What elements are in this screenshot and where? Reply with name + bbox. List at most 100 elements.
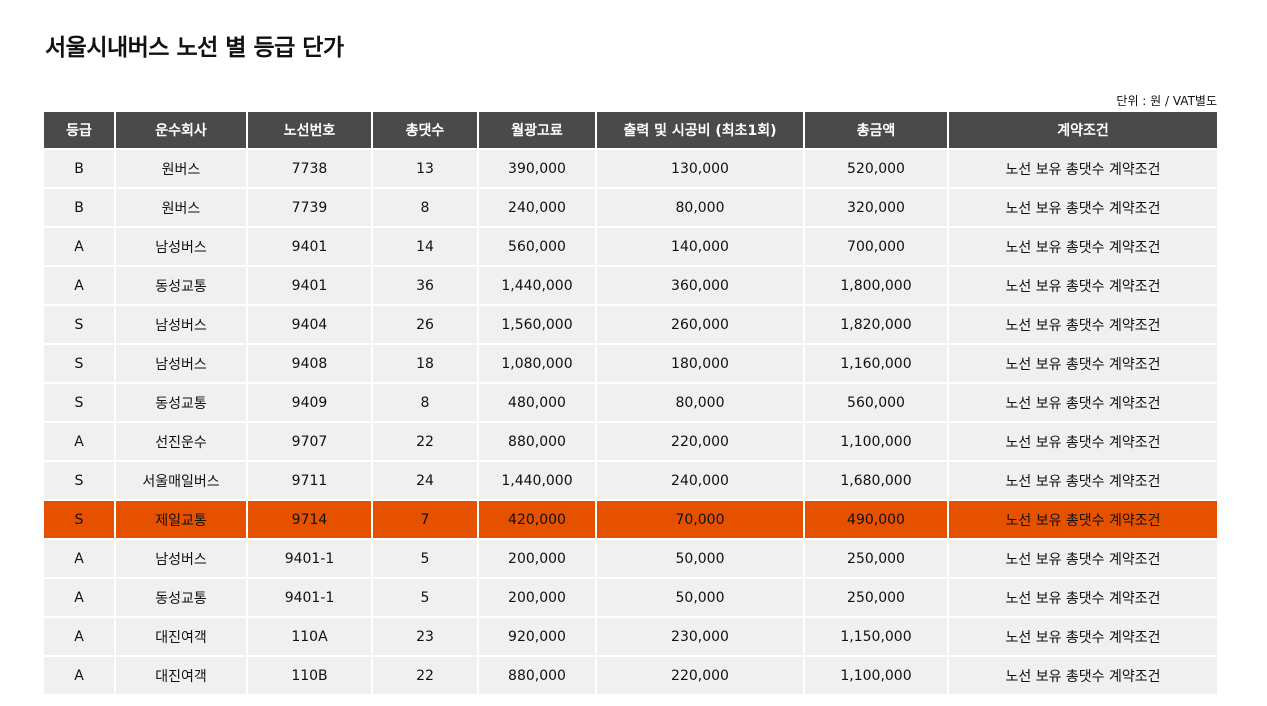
cell-production-cost: 220,000 [596, 656, 805, 696]
cell-route-number: 9711 [247, 461, 373, 501]
cell-bus-count: 18 [372, 344, 479, 384]
cell-company: 동성교통 [115, 266, 248, 306]
cell-monthly-fee: 420,000 [478, 500, 597, 540]
table-row: S 남성버스 9404 26 1,560,000 260,000 1,820,0… [44, 305, 1217, 345]
cell-route-number: 9707 [247, 422, 373, 462]
column-header-route-number: 노선번호 [247, 112, 373, 150]
cell-company: 동성교통 [115, 578, 248, 618]
cell-total-amount: 520,000 [804, 149, 949, 189]
cell-production-cost: 360,000 [596, 266, 805, 306]
cell-monthly-fee: 1,440,000 [478, 461, 597, 501]
cell-route-number: 9404 [247, 305, 373, 345]
cell-contract-terms: 노선 보유 총댓수 계약조건 [948, 539, 1217, 579]
cell-production-cost: 140,000 [596, 227, 805, 267]
cell-company: 동성교통 [115, 383, 248, 423]
cell-grade: S [44, 500, 116, 540]
cell-monthly-fee: 480,000 [478, 383, 597, 423]
cell-production-cost: 230,000 [596, 617, 805, 657]
cell-company: 선진운수 [115, 422, 248, 462]
column-header-contract-terms: 계약조건 [948, 112, 1217, 150]
cell-monthly-fee: 390,000 [478, 149, 597, 189]
cell-production-cost: 240,000 [596, 461, 805, 501]
cell-grade: B [44, 188, 116, 228]
cell-company: 원버스 [115, 188, 248, 228]
cell-production-cost: 70,000 [596, 500, 805, 540]
cell-total-amount: 1,160,000 [804, 344, 949, 384]
cell-production-cost: 80,000 [596, 383, 805, 423]
table-row: S 동성교통 9409 8 480,000 80,000 560,000 노선 … [44, 383, 1217, 423]
cell-contract-terms: 노선 보유 총댓수 계약조건 [948, 188, 1217, 228]
column-header-company: 운수회사 [115, 112, 248, 150]
cell-monthly-fee: 920,000 [478, 617, 597, 657]
cell-company: 대진여객 [115, 617, 248, 657]
cell-contract-terms: 노선 보유 총댓수 계약조건 [948, 383, 1217, 423]
cell-grade: B [44, 149, 116, 189]
cell-contract-terms: 노선 보유 총댓수 계약조건 [948, 422, 1217, 462]
cell-total-amount: 1,100,000 [804, 422, 949, 462]
cell-total-amount: 560,000 [804, 383, 949, 423]
cell-bus-count: 5 [372, 578, 479, 618]
cell-contract-terms: 노선 보유 총댓수 계약조건 [948, 305, 1217, 345]
cell-monthly-fee: 560,000 [478, 227, 597, 267]
column-header-bus-count: 총댓수 [372, 112, 479, 150]
table-header-row: 등급 운수회사 노선번호 총댓수 월광고료 출력 및 시공비 (최초1회) 총금… [44, 112, 1217, 150]
cell-production-cost: 50,000 [596, 578, 805, 618]
cell-production-cost: 80,000 [596, 188, 805, 228]
table-row: B 원버스 7738 13 390,000 130,000 520,000 노선… [44, 149, 1217, 189]
cell-production-cost: 130,000 [596, 149, 805, 189]
cell-bus-count: 8 [372, 188, 479, 228]
cell-bus-count: 22 [372, 656, 479, 696]
table-row: A 선진운수 9707 22 880,000 220,000 1,100,000… [44, 422, 1217, 462]
cell-production-cost: 260,000 [596, 305, 805, 345]
column-header-grade: 등급 [44, 112, 116, 150]
cell-route-number: 7738 [247, 149, 373, 189]
cell-total-amount: 1,100,000 [804, 656, 949, 696]
cell-total-amount: 250,000 [804, 578, 949, 618]
cell-grade: A [44, 656, 116, 696]
cell-route-number: 9401 [247, 227, 373, 267]
cell-grade: S [44, 461, 116, 501]
cell-route-number: 9401 [247, 266, 373, 306]
cell-bus-count: 36 [372, 266, 479, 306]
cell-contract-terms: 노선 보유 총댓수 계약조건 [948, 500, 1217, 540]
cell-monthly-fee: 880,000 [478, 422, 597, 462]
cell-route-number: 9408 [247, 344, 373, 384]
cell-production-cost: 220,000 [596, 422, 805, 462]
cell-monthly-fee: 1,440,000 [478, 266, 597, 306]
cell-contract-terms: 노선 보유 총댓수 계약조건 [948, 656, 1217, 696]
cell-route-number: 110B [247, 656, 373, 696]
column-header-monthly-fee: 월광고료 [478, 112, 597, 150]
cell-contract-terms: 노선 보유 총댓수 계약조건 [948, 227, 1217, 267]
price-table: 등급 운수회사 노선번호 총댓수 월광고료 출력 및 시공비 (최초1회) 총금… [44, 112, 1217, 696]
table-row: A 대진여객 110B 22 880,000 220,000 1,100,000… [44, 656, 1217, 696]
table-row: A 남성버스 9401-1 5 200,000 50,000 250,000 노… [44, 539, 1217, 579]
cell-bus-count: 7 [372, 500, 479, 540]
cell-contract-terms: 노선 보유 총댓수 계약조건 [948, 344, 1217, 384]
page-title: 서울시내버스 노선 별 등급 단가 [45, 35, 344, 61]
cell-total-amount: 1,820,000 [804, 305, 949, 345]
cell-bus-count: 23 [372, 617, 479, 657]
cell-contract-terms: 노선 보유 총댓수 계약조건 [948, 617, 1217, 657]
table-row: A 대진여객 110A 23 920,000 230,000 1,150,000… [44, 617, 1217, 657]
column-header-production-cost: 출력 및 시공비 (최초1회) [596, 112, 805, 150]
table-row: S 서울매일버스 9711 24 1,440,000 240,000 1,680… [44, 461, 1217, 501]
cell-company: 원버스 [115, 149, 248, 189]
cell-route-number: 9401-1 [247, 539, 373, 579]
cell-monthly-fee: 200,000 [478, 578, 597, 618]
cell-total-amount: 490,000 [804, 500, 949, 540]
column-header-total-amount: 총금액 [804, 112, 949, 150]
table-row: S 남성버스 9408 18 1,080,000 180,000 1,160,0… [44, 344, 1217, 384]
cell-grade: A [44, 539, 116, 579]
cell-company: 남성버스 [115, 539, 248, 579]
unit-note: 단위 : 원 / VAT별도 [1116, 94, 1217, 108]
cell-grade: S [44, 305, 116, 345]
cell-contract-terms: 노선 보유 총댓수 계약조건 [948, 578, 1217, 618]
cell-grade: A [44, 227, 116, 267]
cell-route-number: 9401-1 [247, 578, 373, 618]
cell-bus-count: 8 [372, 383, 479, 423]
cell-contract-terms: 노선 보유 총댓수 계약조건 [948, 149, 1217, 189]
cell-total-amount: 250,000 [804, 539, 949, 579]
cell-grade: A [44, 617, 116, 657]
cell-bus-count: 14 [372, 227, 479, 267]
cell-monthly-fee: 1,080,000 [478, 344, 597, 384]
